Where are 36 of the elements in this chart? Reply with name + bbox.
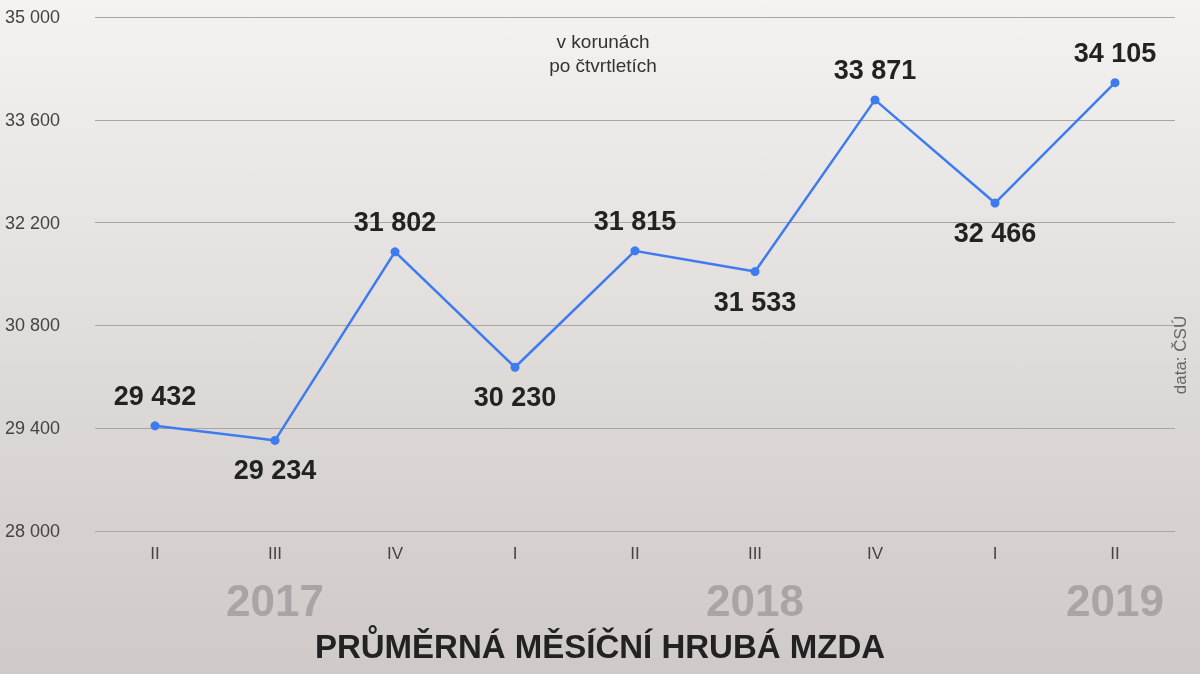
point <box>750 267 760 277</box>
data-label: 31 533 <box>713 286 797 317</box>
point <box>390 247 400 257</box>
text: PRŮMĚRNÁ MĚSÍČNÍ HRUBÁ MZDA <box>314 625 886 665</box>
data-label: 34 105 <box>1073 37 1157 68</box>
point <box>990 198 1000 208</box>
x-tick-label: IV <box>866 544 884 563</box>
annotation: data: ČSÚ <box>1170 315 1190 395</box>
x-tick-label: IV <box>386 544 404 563</box>
data-label: 30 230 <box>473 382 557 413</box>
data-label: 33 871 <box>833 54 917 85</box>
data-label: 29 432 <box>113 380 197 411</box>
x-tick-label: II <box>1110 544 1120 563</box>
point <box>1110 78 1120 88</box>
x-tick-label: II <box>630 544 640 563</box>
data-label: 32 466 <box>953 218 1037 249</box>
x-tick-label: III <box>747 544 763 563</box>
text: v korunách po čtvrtletích <box>549 30 657 76</box>
y-tick-label: 30 800 <box>4 315 60 336</box>
y-tick-label: 35 000 <box>4 7 60 27</box>
y-tick-label: 28 000 <box>4 521 60 541</box>
x-tick-label: III <box>267 544 283 563</box>
point <box>270 435 280 445</box>
point <box>870 95 880 105</box>
y-tick-label: 32 200 <box>4 212 60 233</box>
y-tick-label: 29 400 <box>4 418 60 439</box>
y-tick-label: 33 600 <box>4 109 60 130</box>
data-label: 31 815 <box>593 205 677 236</box>
point <box>510 362 520 372</box>
data-label: 29 234 <box>233 455 317 486</box>
x-tick-label: II <box>150 544 160 563</box>
point <box>630 246 640 256</box>
data-label: 31 802 <box>353 206 437 237</box>
x-tick-label: I <box>512 544 518 563</box>
point <box>150 421 160 431</box>
x-tick-label: I <box>992 544 998 563</box>
